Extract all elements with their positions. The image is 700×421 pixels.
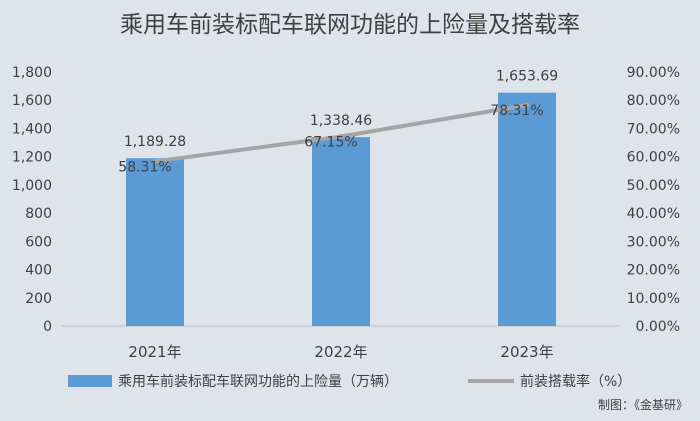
left-tick-label: 400 — [25, 263, 52, 279]
right-tick-label: 20.00% — [627, 263, 680, 279]
chart-title: 乘用车前装标配车联网功能的上险量及搭载率 — [120, 12, 580, 38]
right-tick-label: 10.00% — [627, 291, 680, 307]
left-tick-label: 600 — [25, 234, 52, 250]
right-tick-label: 40.00% — [627, 206, 680, 222]
bar-series — [126, 92, 556, 326]
rate-value-label: 67.15% — [304, 134, 357, 150]
x-tick-label: 2023年 — [500, 343, 553, 361]
right-tick-label: 30.00% — [627, 234, 680, 250]
right-axis: 0.00% 10.00% 20.00% 30.00% 40.00% 50.00% 60.00… — [627, 65, 680, 335]
line-series — [152, 102, 530, 164]
x-tick-label: 2022年 — [314, 343, 367, 361]
left-tick-label: 1,800 — [12, 65, 52, 81]
source-credit: 制图：《金基研》 — [598, 397, 688, 412]
right-tick-label: 50.00% — [627, 178, 680, 194]
x-axis: 2021年 2022年 2023年 — [128, 343, 553, 361]
right-tick-label: 80.00% — [627, 93, 680, 109]
rate-point-2 — [338, 133, 344, 139]
left-tick-label: 1,600 — [12, 93, 52, 109]
left-tick-label: 0 — [43, 319, 52, 335]
left-tick-label: 1,400 — [12, 121, 52, 137]
bar-value-label: 1,189.28 — [124, 134, 186, 150]
left-tick-label: 200 — [25, 291, 52, 307]
x-tick-label: 2021年 — [128, 343, 181, 361]
left-axis: 0 200 400 600 800 1,000 1,200 1,400 1,600 1,800 — [12, 65, 52, 335]
rate-value-label: 78.31% — [490, 103, 543, 119]
left-tick-label: 1,200 — [12, 150, 52, 166]
legend: 乘用车前装标配车联网功能的上险量（万辆） 前装搭载率（%） — [68, 373, 631, 390]
left-tick-label: 1,000 — [12, 178, 52, 194]
legend-line-label: 前装搭载率（%） — [520, 373, 631, 390]
bar-2 — [312, 137, 370, 326]
legend-bar-swatch — [68, 375, 112, 387]
bar-3 — [498, 92, 556, 326]
rate-value-label: 58.31% — [118, 159, 171, 175]
left-tick-label: 800 — [25, 206, 52, 222]
right-tick-label: 90.00% — [627, 65, 680, 81]
bar-1 — [126, 158, 184, 326]
right-tick-label: 0.00% — [636, 319, 680, 335]
bar-value-label: 1,338.46 — [310, 113, 372, 129]
right-tick-label: 60.00% — [627, 150, 680, 166]
data-labels: 1,189.28 1,338.46 1,653.69 58.31% 67.15% 78.3… — [118, 69, 558, 176]
rate-point-1 — [152, 158, 158, 164]
legend-bar-label: 乘用车前装标配车联网功能的上险量（万辆） — [118, 373, 398, 390]
rate-point-3 — [524, 102, 530, 108]
right-tick-label: 70.00% — [627, 121, 680, 137]
bar-value-label: 1,653.69 — [496, 69, 558, 85]
